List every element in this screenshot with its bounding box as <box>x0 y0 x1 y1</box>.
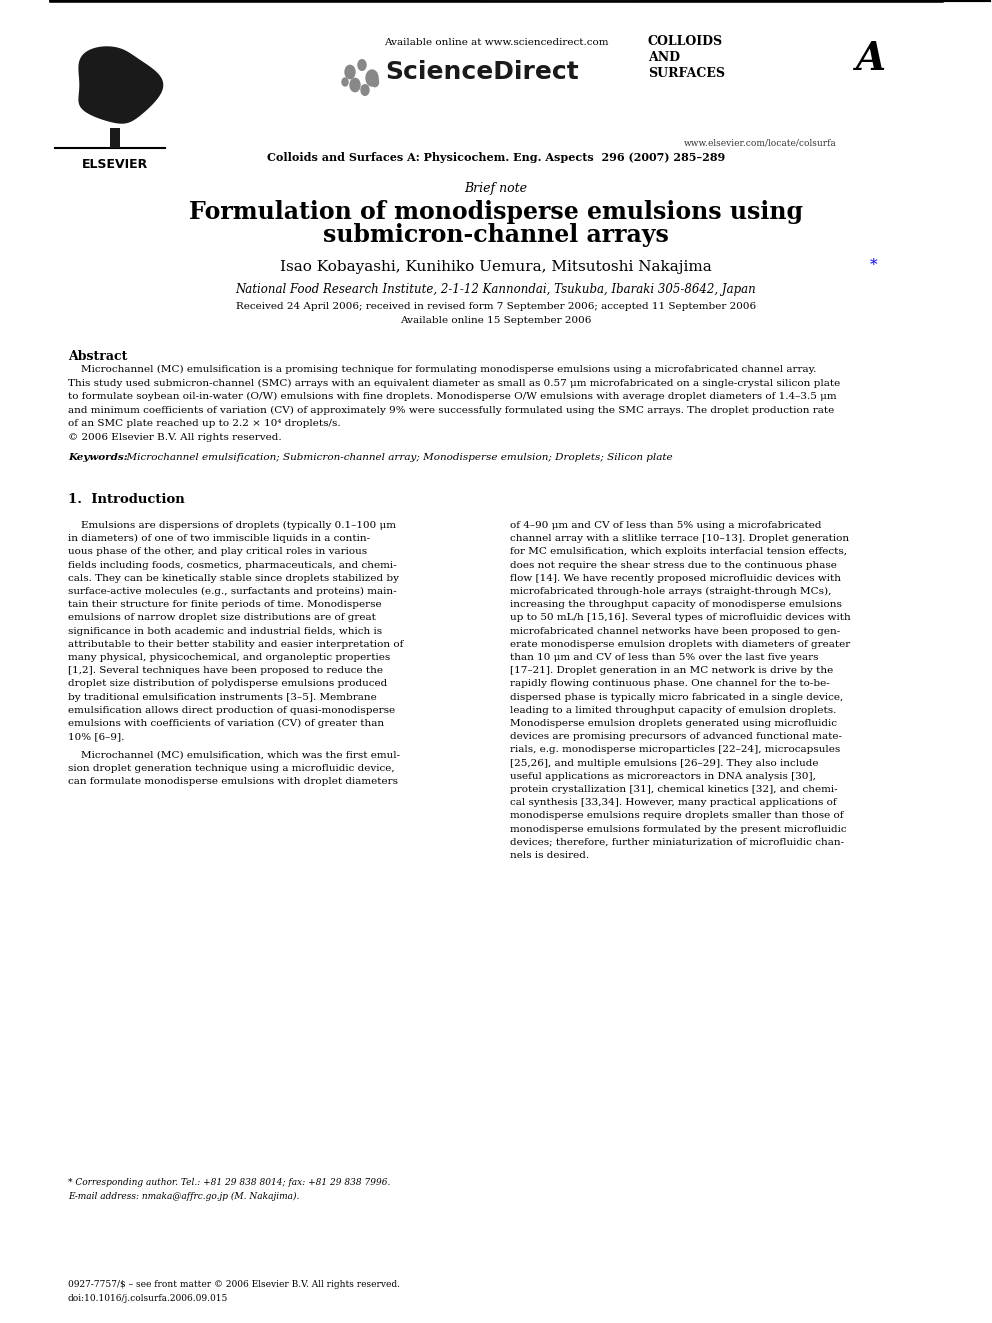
Text: monodisperse emulsions require droplets smaller than those of: monodisperse emulsions require droplets … <box>510 811 843 820</box>
Text: [17–21]. Droplet generation in an MC network is drive by the: [17–21]. Droplet generation in an MC net… <box>510 667 833 675</box>
Text: devices; therefore, further miniaturization of microfluidic chan-: devices; therefore, further miniaturizat… <box>510 837 844 847</box>
Text: Brief note: Brief note <box>464 183 528 194</box>
Text: * Corresponding author. Tel.: +81 29 838 8014; fax: +81 29 838 7996.: * Corresponding author. Tel.: +81 29 838… <box>68 1177 391 1187</box>
Text: can formulate monodisperse emulsions with droplet diameters: can formulate monodisperse emulsions wit… <box>68 777 398 786</box>
Text: significance in both academic and industrial fields, which is: significance in both academic and indust… <box>68 627 382 635</box>
Polygon shape <box>78 46 164 124</box>
Text: Emulsions are dispersions of droplets (typically 0.1–100 μm: Emulsions are dispersions of droplets (t… <box>68 521 396 531</box>
Text: by traditional emulsification instruments [3–5]. Membrane: by traditional emulsification instrument… <box>68 693 377 701</box>
Circle shape <box>345 65 355 78</box>
Text: uous phase of the other, and play critical roles in various: uous phase of the other, and play critic… <box>68 548 367 557</box>
Text: Abstract: Abstract <box>68 351 127 363</box>
Text: Formulation of monodisperse emulsions using: Formulation of monodisperse emulsions us… <box>189 200 803 224</box>
Text: Keywords:: Keywords: <box>68 452 128 462</box>
Text: channel array with a slitlike terrace [10–13]. Droplet generation: channel array with a slitlike terrace [1… <box>510 534 849 544</box>
Text: www.elsevier.com/locate/colsurfa: www.elsevier.com/locate/colsurfa <box>683 138 836 147</box>
Text: National Food Research Institute, 2-1-12 Kannondai, Tsukuba, Ibaraki 305-8642, J: National Food Research Institute, 2-1-12… <box>236 283 756 296</box>
Text: and minimum coefficients of variation (CV) of approximately 9% were successfully: and minimum coefficients of variation (C… <box>68 406 834 414</box>
Text: erate monodisperse emulsion droplets with diameters of greater: erate monodisperse emulsion droplets wit… <box>510 640 850 648</box>
Text: 1.  Introduction: 1. Introduction <box>68 493 185 505</box>
Text: protein crystallization [31], chemical kinetics [32], and chemi-: protein crystallization [31], chemical k… <box>510 785 837 794</box>
Text: COLLOIDS
AND
SURFACES: COLLOIDS AND SURFACES <box>648 34 725 79</box>
Text: droplet size distribution of polydisperse emulsions produced: droplet size distribution of polydispers… <box>68 680 387 688</box>
Text: Monodisperse emulsion droplets generated using microfluidic: Monodisperse emulsion droplets generated… <box>510 718 837 728</box>
Text: Microchannel (MC) emulsification, which was the first emul-: Microchannel (MC) emulsification, which … <box>68 750 400 759</box>
Text: microfabricated channel networks have been proposed to gen-: microfabricated channel networks have be… <box>510 627 840 635</box>
Text: of 4–90 μm and CV of less than 5% using a microfabricated: of 4–90 μm and CV of less than 5% using … <box>510 521 821 531</box>
Text: Microchannel emulsification; Submicron-channel array; Monodisperse emulsion; Dro: Microchannel emulsification; Submicron-c… <box>120 452 673 462</box>
Text: 10% [6–9].: 10% [6–9]. <box>68 732 124 741</box>
Text: cals. They can be kinetically stable since droplets stabilized by: cals. They can be kinetically stable sin… <box>68 574 399 583</box>
Text: to formulate soybean oil-in-water (O/W) emulsions with fine droplets. Monodisper: to formulate soybean oil-in-water (O/W) … <box>68 392 836 401</box>
Text: for MC emulsification, which exploits interfacial tension effects,: for MC emulsification, which exploits in… <box>510 548 847 557</box>
Text: attributable to their better stability and easier interpretation of: attributable to their better stability a… <box>68 640 404 648</box>
Text: 0927-7757/$ – see front matter © 2006 Elsevier B.V. All rights reserved.: 0927-7757/$ – see front matter © 2006 El… <box>68 1279 400 1289</box>
Text: This study used submicron-channel (SMC) arrays with an equivalent diameter as sm: This study used submicron-channel (SMC) … <box>68 378 840 388</box>
Text: [25,26], and multiple emulsions [26–29]. They also include: [25,26], and multiple emulsions [26–29].… <box>510 758 818 767</box>
Text: emulsions of narrow droplet size distributions are of great: emulsions of narrow droplet size distrib… <box>68 614 376 622</box>
Circle shape <box>358 60 366 70</box>
Text: [1,2]. Several techniques have been proposed to reduce the: [1,2]. Several techniques have been prop… <box>68 667 383 675</box>
Text: nels is desired.: nels is desired. <box>510 851 589 860</box>
Text: leading to a limited throughput capacity of emulsion droplets.: leading to a limited throughput capacity… <box>510 705 836 714</box>
Text: *: * <box>870 258 878 273</box>
Text: Isao Kobayashi, Kunihiko Uemura, Mitsutoshi Nakajima: Isao Kobayashi, Kunihiko Uemura, Mitsuto… <box>280 261 712 274</box>
Polygon shape <box>110 128 120 148</box>
Text: E-mail address: nmaka@affrc.go.jp (M. Nakajima).: E-mail address: nmaka@affrc.go.jp (M. Na… <box>68 1192 300 1201</box>
Text: Available online at www.sciencedirect.com: Available online at www.sciencedirect.co… <box>384 38 608 48</box>
Text: cal synthesis [33,34]. However, many practical applications of: cal synthesis [33,34]. However, many pra… <box>510 798 836 807</box>
Text: ELSEVIER: ELSEVIER <box>82 157 148 171</box>
Text: useful applications as microreactors in DNA analysis [30],: useful applications as microreactors in … <box>510 771 815 781</box>
Circle shape <box>361 85 369 95</box>
Text: monodisperse emulsions formulated by the present microfluidic: monodisperse emulsions formulated by the… <box>510 824 846 833</box>
Text: emulsification allows direct production of quasi-monodisperse: emulsification allows direct production … <box>68 705 395 714</box>
Text: Available online 15 September 2006: Available online 15 September 2006 <box>401 316 591 325</box>
Text: Colloids and Surfaces A: Physicochem. Eng. Aspects  296 (2007) 285–289: Colloids and Surfaces A: Physicochem. En… <box>267 152 725 163</box>
Text: tain their structure for finite periods of time. Monodisperse: tain their structure for finite periods … <box>68 601 382 609</box>
Text: Microchannel (MC) emulsification is a promising technique for formulating monodi: Microchannel (MC) emulsification is a pr… <box>68 365 816 374</box>
Text: in diameters) of one of two immiscible liquids in a contin-: in diameters) of one of two immiscible l… <box>68 534 370 544</box>
Text: rapidly flowing continuous phase. One channel for the to-be-: rapidly flowing continuous phase. One ch… <box>510 680 829 688</box>
Text: fields including foods, cosmetics, pharmaceuticals, and chemi-: fields including foods, cosmetics, pharm… <box>68 561 397 570</box>
Text: sion droplet generation technique using a microfluidic device,: sion droplet generation technique using … <box>68 763 395 773</box>
Text: ScienceDirect: ScienceDirect <box>385 60 578 83</box>
Text: submicron-channel arrays: submicron-channel arrays <box>323 224 669 247</box>
Text: up to 50 mL/h [15,16]. Several types of microfluidic devices with: up to 50 mL/h [15,16]. Several types of … <box>510 614 851 622</box>
Circle shape <box>342 78 348 86</box>
Text: many physical, physicochemical, and organoleptic properties: many physical, physicochemical, and orga… <box>68 654 390 662</box>
Text: flow [14]. We have recently proposed microfluidic devices with: flow [14]. We have recently proposed mic… <box>510 574 841 583</box>
Text: of an SMC plate reached up to 2.2 × 10⁴ droplets/s.: of an SMC plate reached up to 2.2 × 10⁴ … <box>68 419 340 429</box>
Text: doi:10.1016/j.colsurfa.2006.09.015: doi:10.1016/j.colsurfa.2006.09.015 <box>68 1294 228 1303</box>
Text: does not require the shear stress due to the continuous phase: does not require the shear stress due to… <box>510 561 837 570</box>
Text: devices are promising precursors of advanced functional mate-: devices are promising precursors of adva… <box>510 732 842 741</box>
Circle shape <box>350 78 360 91</box>
Text: emulsions with coefficients of variation (CV) of greater than: emulsions with coefficients of variation… <box>68 718 384 728</box>
Text: Received 24 April 2006; received in revised form 7 September 2006; accepted 11 S: Received 24 April 2006; received in revi… <box>236 302 756 311</box>
Text: © 2006 Elsevier B.V. All rights reserved.: © 2006 Elsevier B.V. All rights reserved… <box>68 433 282 442</box>
Text: than 10 μm and CV of less than 5% over the last five years: than 10 μm and CV of less than 5% over t… <box>510 654 818 662</box>
Text: rials, e.g. monodisperse microparticles [22–24], microcapsules: rials, e.g. monodisperse microparticles … <box>510 745 840 754</box>
Circle shape <box>371 77 379 87</box>
Text: surface-active molecules (e.g., surfactants and proteins) main-: surface-active molecules (e.g., surfacta… <box>68 587 397 597</box>
Text: microfabricated through-hole arrays (straight-through MCs),: microfabricated through-hole arrays (str… <box>510 587 831 597</box>
Text: A: A <box>855 40 885 78</box>
Text: dispersed phase is typically micro fabricated in a single device,: dispersed phase is typically micro fabri… <box>510 693 843 701</box>
Text: increasing the throughput capacity of monodisperse emulsions: increasing the throughput capacity of mo… <box>510 601 842 609</box>
Circle shape <box>366 70 378 86</box>
